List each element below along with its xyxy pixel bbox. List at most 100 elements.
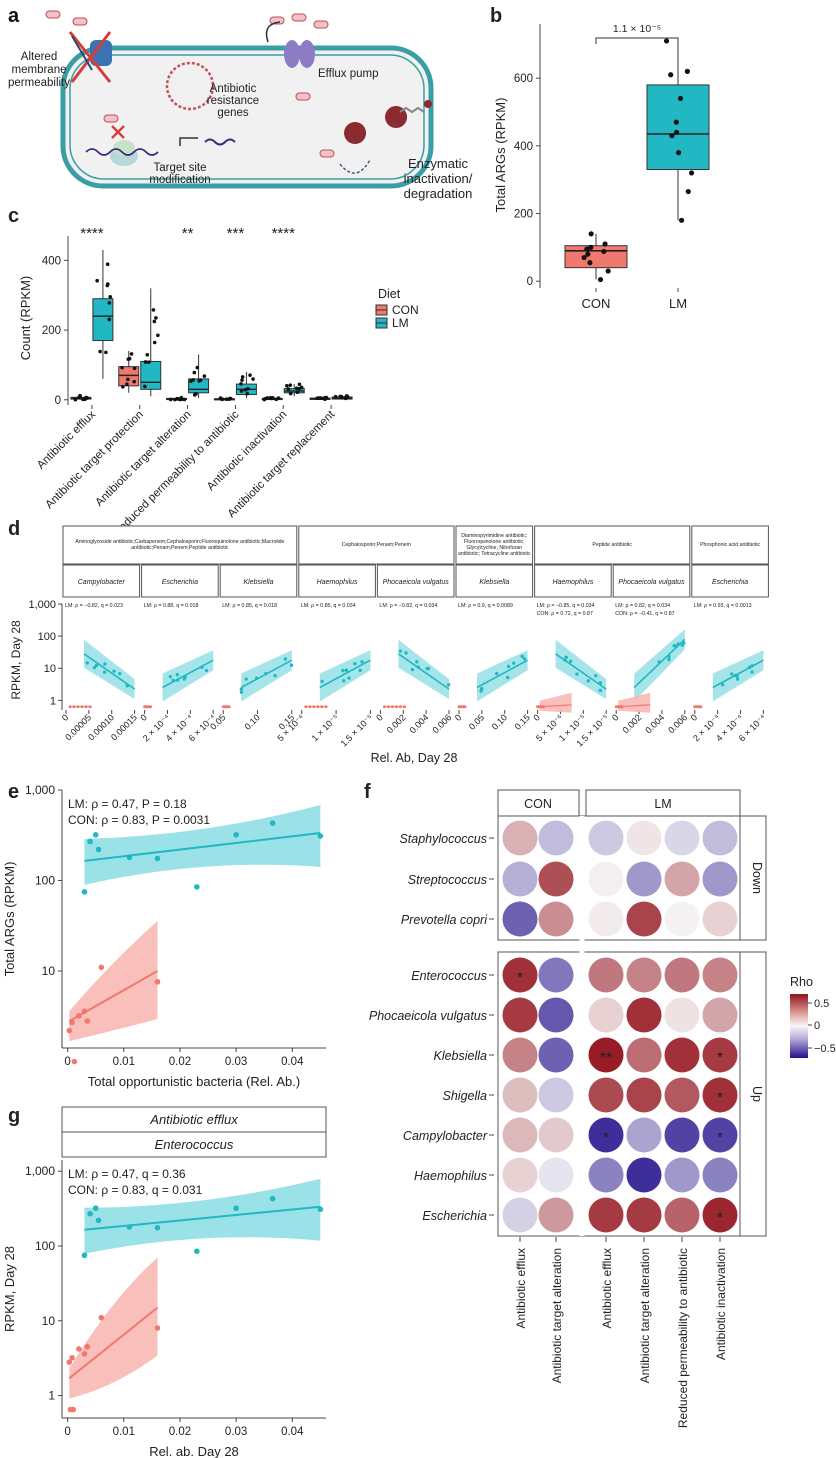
g-y-tick-label: 10 bbox=[42, 1314, 56, 1328]
label-genes: genes bbox=[217, 107, 249, 119]
panel-b: b 0 200 400 600 Total ARGs (RPKM) CON LM 1.1 × 1… bbox=[490, 5, 710, 311]
e-lm-point bbox=[81, 889, 88, 895]
d-facet-strip bbox=[298, 564, 376, 598]
porin-icon bbox=[68, 31, 112, 83]
panel-c-label: c bbox=[8, 205, 19, 227]
b-point bbox=[581, 254, 587, 261]
c-point bbox=[288, 391, 293, 396]
d-lm-point bbox=[273, 673, 277, 678]
c-point bbox=[299, 385, 304, 390]
d-lm-point bbox=[200, 665, 204, 670]
d-group-header bbox=[691, 525, 769, 565]
g-lm-point bbox=[317, 1206, 324, 1213]
e-con-ribbon bbox=[69, 921, 158, 1042]
efflux-pump-icon bbox=[265, 21, 315, 68]
f-cell-circle bbox=[538, 1197, 574, 1233]
c-legend-label: CON bbox=[392, 303, 419, 317]
d-group-header-box: Cephalosporin;Penam;Penem bbox=[342, 542, 411, 548]
d-x-tick-label: 0 bbox=[374, 712, 385, 723]
d-lm-point bbox=[720, 682, 725, 687]
f-cell-circle bbox=[664, 1077, 700, 1113]
f-cell-star: * bbox=[717, 1090, 723, 1107]
f-cell-circle bbox=[626, 901, 662, 937]
d-con-ribbon bbox=[539, 692, 572, 713]
g-y-tick-label: 1,000 bbox=[25, 1164, 55, 1178]
d-facet-genus: Klebsiella bbox=[244, 579, 274, 586]
label-permeability: permeability bbox=[8, 77, 70, 89]
panel-d-label: d bbox=[8, 518, 20, 540]
f-cell-star: * bbox=[717, 1130, 723, 1147]
d-lm-point bbox=[416, 665, 421, 669]
g-con-fit bbox=[68, 1306, 159, 1380]
e-lm-point bbox=[233, 831, 239, 838]
f-cell-circle bbox=[626, 1037, 662, 1073]
e-x-tick-label: 0 bbox=[64, 1056, 70, 1068]
d-lm-fit bbox=[397, 653, 450, 690]
g-strip-1: Antibiotic efflux bbox=[149, 1112, 238, 1127]
d-lm-point bbox=[568, 659, 573, 664]
e-x-axis-title: Total opportunistic bacteria (Rel. Ab.) bbox=[88, 1074, 300, 1089]
c-point bbox=[220, 397, 225, 402]
d-x-tick-label: 0.10 bbox=[490, 712, 509, 731]
panel-a-labels: Altered membrane permeability Antibiotic… bbox=[8, 51, 473, 201]
e-y-tick-label: 100 bbox=[35, 874, 55, 888]
c-significance: **** bbox=[272, 225, 296, 242]
f-row-label: Haemophilus bbox=[414, 1169, 487, 1183]
d-x-axis-title: Rel. Ab, Day 28 bbox=[371, 751, 458, 765]
e-y-tick-label: 1,000 bbox=[25, 783, 55, 797]
d-lm-point bbox=[175, 673, 180, 677]
b-point bbox=[584, 246, 590, 252]
d-lm-point bbox=[730, 672, 734, 676]
d-x-tick-label: 0 bbox=[453, 712, 464, 723]
g-con-annotation: CON: ρ = 0.83, q = 0.031 bbox=[68, 1183, 203, 1197]
c-legend-label: LM bbox=[392, 316, 409, 330]
d-lm-point bbox=[575, 672, 579, 676]
c-significance: ** bbox=[182, 225, 194, 242]
d-lm-point bbox=[747, 665, 752, 670]
d-x-tick-label: 0 bbox=[138, 712, 149, 723]
f-cell-circle bbox=[538, 1117, 574, 1153]
f-cell-circle bbox=[538, 1037, 574, 1073]
g-con-point bbox=[70, 1406, 77, 1413]
c-x-tick-label: Antibiotic target replacement bbox=[226, 408, 338, 520]
f-cell-circle bbox=[538, 957, 574, 993]
d-lm-point bbox=[657, 660, 661, 664]
d-lm-point bbox=[594, 674, 598, 678]
f-cell-circle bbox=[664, 1117, 700, 1153]
d-group-title: Peptide antibiotic bbox=[592, 542, 632, 548]
c-point bbox=[248, 373, 252, 377]
c-significance: *** bbox=[227, 225, 245, 242]
b-sig-bracket bbox=[595, 37, 679, 44]
f-cell-star: * bbox=[717, 1210, 723, 1227]
d-facet-strip bbox=[691, 564, 769, 598]
d-facet-con-stat: CON: ρ = 0.72, q = 0.87 bbox=[537, 611, 593, 617]
g-con-point bbox=[66, 1359, 73, 1365]
g-lm-point bbox=[126, 1224, 133, 1230]
d-x-tick-label: 1 × 10⁻⁵ bbox=[310, 712, 341, 743]
e-x-tick-label: 0.03 bbox=[225, 1056, 247, 1068]
d-con-point bbox=[227, 705, 231, 709]
c-point bbox=[81, 397, 85, 402]
c-point bbox=[251, 377, 255, 381]
d-group-header bbox=[534, 525, 691, 565]
f-col-label: Antibiotic efflux bbox=[514, 1248, 528, 1329]
c-point bbox=[154, 316, 158, 320]
f-cell-circle bbox=[702, 997, 738, 1033]
d-con-point bbox=[699, 705, 703, 709]
d-facet-con-stat: CON: ρ = −0.41, q = 0.87 bbox=[615, 611, 674, 617]
f-legend-title: Rho bbox=[790, 975, 813, 989]
d-x-tick-label: 0.10 bbox=[242, 712, 261, 731]
g-con-point bbox=[69, 1354, 75, 1361]
b-point bbox=[668, 72, 674, 78]
f-col-label: Antibiotic inactivation bbox=[714, 1248, 728, 1360]
e-con-point bbox=[81, 1008, 88, 1015]
f-row-label: Prevotella copri bbox=[401, 913, 488, 927]
d-y-axis-title: RPKM, Day 28 bbox=[9, 620, 23, 700]
c-point bbox=[95, 278, 99, 283]
d-group-header-box: Aminoglycoside antibiotic;Carbapenem;Cep… bbox=[75, 539, 284, 551]
c-point bbox=[107, 317, 112, 322]
d-lm-fit bbox=[319, 659, 371, 689]
d-facet-strip bbox=[219, 564, 298, 598]
